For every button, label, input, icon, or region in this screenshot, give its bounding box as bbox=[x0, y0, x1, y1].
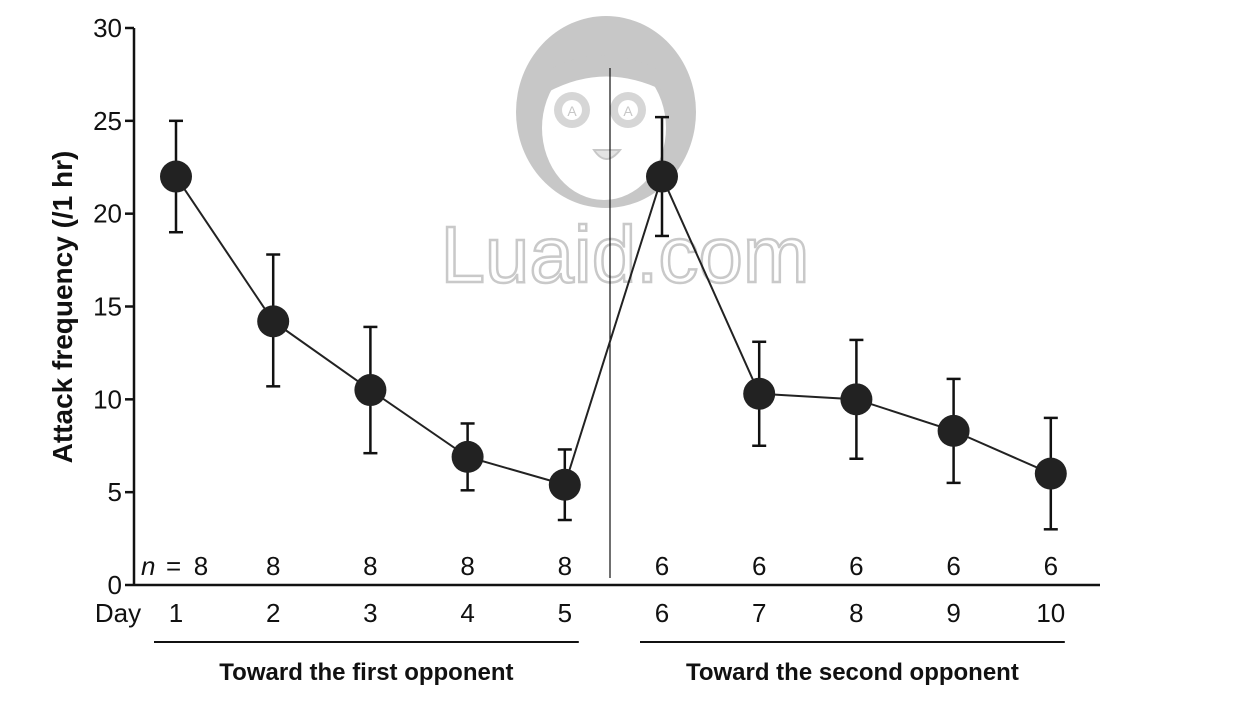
n-value-label: 8 bbox=[266, 551, 280, 581]
x-tick-label: 9 bbox=[946, 598, 960, 628]
group-label: Toward the second opponent bbox=[686, 659, 1019, 686]
watermark-mascot-icon: A A bbox=[516, 16, 696, 208]
x-axis-title: Day bbox=[95, 598, 141, 628]
x-tick-label: 1 bbox=[169, 598, 183, 628]
watermark-badge-left: A bbox=[567, 103, 577, 119]
group-label: Toward the first opponent bbox=[219, 659, 513, 686]
n-value-label: 6 bbox=[655, 551, 669, 581]
x-tick-label: 4 bbox=[460, 598, 474, 628]
x-tick-label: 10 bbox=[1036, 598, 1065, 628]
data-point bbox=[354, 374, 387, 407]
data-point bbox=[257, 305, 290, 338]
watermark-badge-right: A bbox=[623, 103, 633, 119]
x-tick-labels: 1 2 3 4 5 6 7 8 9 10 bbox=[169, 598, 1065, 628]
x-tick-label: 5 bbox=[558, 598, 572, 628]
x-tick-label: 7 bbox=[752, 598, 766, 628]
n-value-label: 6 bbox=[752, 551, 766, 581]
n-value-label: 8 bbox=[194, 551, 208, 581]
y-tick-label: 20 bbox=[93, 199, 122, 229]
x-tick-label: 3 bbox=[363, 598, 377, 628]
attack-frequency-series bbox=[160, 115, 1067, 531]
data-point bbox=[937, 414, 970, 447]
data-point bbox=[160, 160, 192, 193]
y-tick-label: 0 bbox=[108, 570, 122, 600]
n-prefix-label: n bbox=[141, 551, 155, 581]
data-point bbox=[1034, 457, 1067, 490]
y-ticks: 0 5 10 15 20 25 30 bbox=[93, 13, 134, 600]
n-value-label: 6 bbox=[849, 551, 863, 581]
n-value-label: 6 bbox=[1044, 551, 1058, 581]
y-tick-label: 15 bbox=[93, 292, 122, 322]
n-value-label: 8 bbox=[363, 551, 377, 581]
n-equals-label: = bbox=[166, 551, 181, 581]
data-point bbox=[548, 468, 581, 501]
y-axis-title: Attack frequency (/1 hr) bbox=[47, 151, 78, 464]
data-point bbox=[451, 440, 484, 473]
n-value-label: 6 bbox=[946, 551, 960, 581]
y-tick-label: 5 bbox=[108, 477, 122, 507]
y-tick-label: 10 bbox=[93, 384, 122, 414]
group-brackets: Toward the first opponent Toward the seco… bbox=[154, 641, 1065, 686]
n-value-label: 8 bbox=[460, 551, 474, 581]
data-point bbox=[743, 377, 776, 410]
series-line bbox=[175, 173, 1052, 486]
sample-size-labels: n = 8 8 8 8 8 6 6 6 6 6 bbox=[141, 551, 1058, 581]
watermark: A A Luaid.com bbox=[439, 16, 811, 300]
watermark-text: Luaid.com bbox=[440, 210, 809, 299]
x-tick-label: 8 bbox=[849, 598, 863, 628]
y-tick-label: 30 bbox=[93, 13, 122, 43]
y-tick-label: 25 bbox=[93, 106, 122, 136]
data-point bbox=[840, 383, 873, 416]
n-value-label: 8 bbox=[558, 551, 572, 581]
x-tick-label: 2 bbox=[266, 598, 280, 628]
data-point bbox=[646, 160, 678, 193]
x-tick-label: 6 bbox=[655, 598, 669, 628]
